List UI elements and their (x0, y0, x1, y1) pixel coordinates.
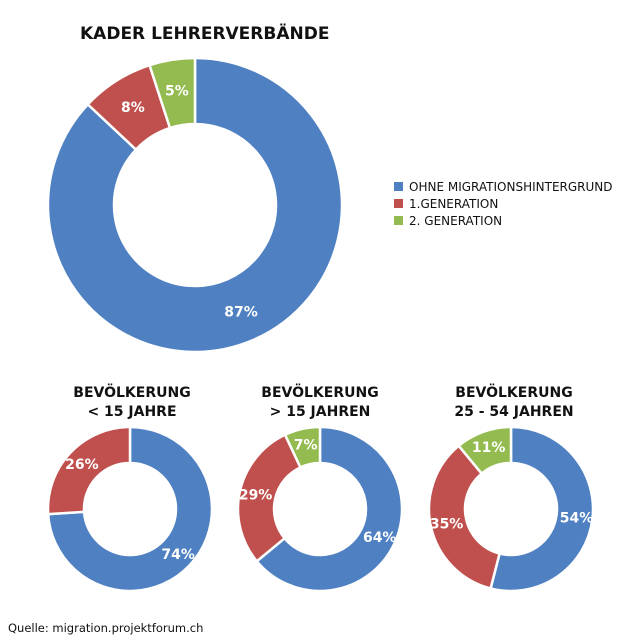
subtitle-1-line-2: < 15 JAHRE (87, 404, 176, 420)
slice-0-ohne-migrationshintergrund (46, 56, 344, 354)
slice-2-2-generation (283, 425, 322, 470)
slice-2-1-generation (236, 433, 303, 564)
subtitle-2-line-1: BEVÖLKERUNG (261, 383, 378, 401)
subtitle-1-line-1: BEVÖLKERUNG (73, 383, 190, 401)
legend-label-1-generation: 1.GENERATION (409, 197, 498, 211)
legend-label-ohne-migration: OHNE MIGRATIONSHINTERGRUND (409, 180, 613, 194)
subtitle-3-line-1: BEVÖLKERUNG (455, 383, 572, 401)
label-0-1-generation: 8% (121, 100, 145, 116)
donut-bevoelkerung-unter-15: 74% 26% (46, 425, 214, 593)
label-2-1-generation: 29% (239, 488, 273, 504)
legend-swatch-ohne-migration (394, 182, 403, 191)
slice-3-2-generation (456, 425, 513, 476)
donut-kader-lehrerverbaende: 87% 8% 5% (46, 56, 344, 354)
label-3-2-generation: 11% (472, 440, 506, 456)
label-1-1-generation: 26% (65, 457, 99, 473)
subtitle-3-line-2: 25 - 54 JAHREN (454, 404, 573, 420)
label-0-2-generation: 5% (165, 83, 189, 99)
slice-1-1-generation (46, 425, 132, 516)
subtitle-2-line-2: > 15 JAHREN (270, 404, 371, 420)
donut-bevoelkerung-25-54: 54% 35% 11% (427, 425, 595, 593)
label-2-ohne-migrationshintergrund: 64% (363, 530, 397, 546)
label-2-2-generation: 7% (294, 438, 318, 454)
label-3-ohne-migrationshintergrund: 54% (560, 510, 594, 526)
main-chart-title: KADER LEHRERVERBÄNDE (80, 22, 329, 44)
slice-3-1-generation (427, 444, 502, 590)
legend-label-2-generation: 2. GENERATION (409, 214, 502, 228)
legend: OHNE MIGRATIONSHINTERGRUND 1.GENERATION … (394, 180, 613, 228)
slice-3-ohne-migrationshintergrund (489, 425, 595, 593)
legend-swatch-1-generation (394, 199, 403, 208)
donut-bevoelkerung-ueber-15: 64% 29% 7% (236, 425, 404, 593)
slice-2-ohne-migrationshintergrund (255, 425, 404, 593)
label-3-1-generation: 35% (430, 516, 464, 532)
small-chart-subtitles: BEVÖLKERUNG < 15 JAHRE BEVÖLKERUNG > 15 … (73, 383, 573, 420)
label-0-ohne-migrationshintergrund: 87% (224, 304, 258, 320)
slice-0-2-generation (147, 56, 197, 130)
slice-1-ohne-migrationshintergrund (46, 425, 214, 593)
legend-swatch-2-generation (394, 216, 403, 225)
source-note: Quelle: migration.projektforum.ch (8, 621, 203, 635)
label-1-ohne-migrationshintergrund: 74% (161, 547, 195, 563)
